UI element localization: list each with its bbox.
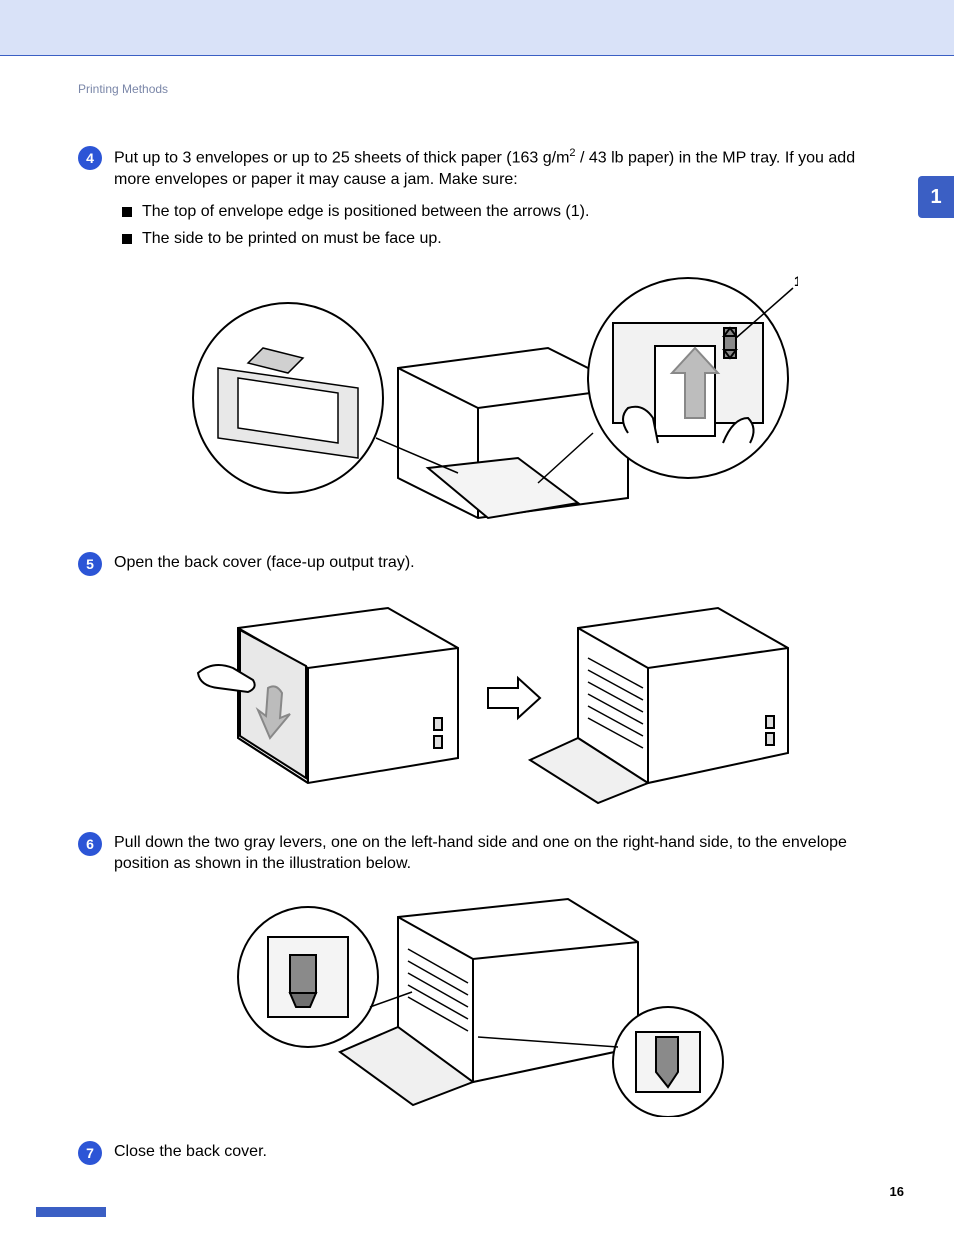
figure-step-4: 1 — [153, 268, 803, 528]
page-footer: 16 — [0, 1181, 954, 1199]
step-4-sub-1-text: The top of envelope edge is positioned b… — [142, 201, 589, 223]
figure-step-6 — [153, 887, 803, 1117]
figure-step-5 — [153, 588, 803, 808]
step-6-text: Pull down the two gray levers, one on th… — [114, 834, 847, 873]
step-5: 5 Open the back cover (face-up output tr… — [78, 552, 878, 576]
step-6: 6 Pull down the two gray levers, one on … — [78, 832, 878, 875]
breadcrumb: Printing Methods — [78, 82, 878, 96]
step-4-sub-1: The top of envelope edge is positioned b… — [122, 201, 878, 223]
step-4-body: Put up to 3 envelopes or up to 25 sheets… — [114, 146, 878, 256]
step-badge-7: 7 — [78, 1141, 102, 1165]
square-bullet-icon — [122, 234, 132, 244]
step-badge-6: 6 — [78, 832, 102, 856]
step-4: 4 Put up to 3 envelopes or up to 25 shee… — [78, 146, 878, 256]
step-7-body: Close the back cover. — [114, 1141, 878, 1163]
step-4-sub-2: The side to be printed on must be face u… — [122, 228, 878, 250]
square-bullet-icon — [122, 207, 132, 217]
step-5-body: Open the back cover (face-up output tray… — [114, 552, 878, 574]
step-6-body: Pull down the two gray levers, one on th… — [114, 832, 878, 875]
header-band — [0, 0, 954, 56]
step-4-sub-2-text: The side to be printed on must be face u… — [142, 228, 442, 250]
page-number: 16 — [890, 1184, 904, 1199]
step-badge-5: 5 — [78, 552, 102, 576]
page-content: Printing Methods 4 Put up to 3 envelopes… — [78, 82, 878, 1173]
step-7: 7 Close the back cover. — [78, 1141, 878, 1165]
step-5-text: Open the back cover (face-up output tray… — [114, 554, 415, 571]
step-badge-4: 4 — [78, 146, 102, 170]
step-7-text: Close the back cover. — [114, 1143, 267, 1160]
step-4-text-a: Put up to 3 envelopes or up to 25 sheets… — [114, 149, 569, 166]
step-4-sublist: The top of envelope edge is positioned b… — [122, 201, 878, 250]
figure-4-callout-1: 1 — [794, 273, 798, 289]
footer-accent-strip — [36, 1207, 106, 1217]
section-tab: 1 — [918, 176, 954, 218]
